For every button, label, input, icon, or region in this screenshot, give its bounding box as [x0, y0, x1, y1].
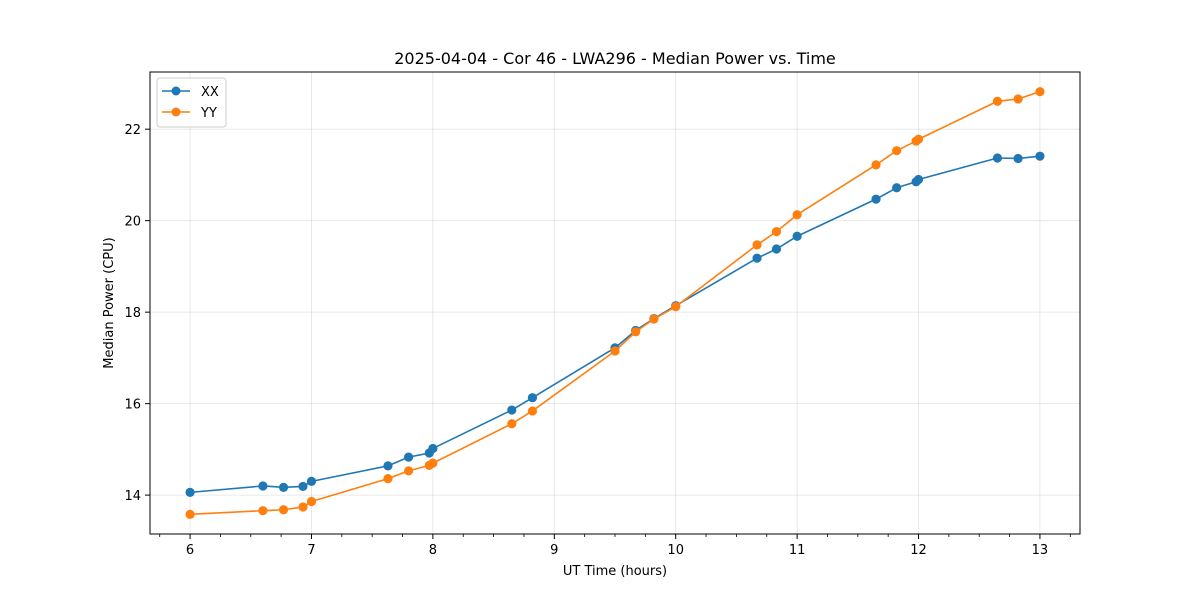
data-point-yy [792, 210, 802, 220]
y-tick-label: 18 [124, 306, 141, 321]
data-point-yy [1035, 87, 1045, 97]
x-axis-label: UT Time (hours) [563, 564, 667, 579]
data-point-yy [383, 474, 393, 484]
x-tick-label: 8 [429, 543, 437, 558]
x-tick-label: 10 [667, 543, 684, 558]
data-point-yy [610, 346, 620, 356]
data-point-yy [871, 160, 881, 170]
axes: 6 7 8 9 10 11 12 13 14 16 18 20 22 [124, 123, 1071, 558]
data-point-yy [507, 419, 517, 429]
legend: XX YY [156, 77, 227, 128]
data-point-xx [507, 405, 517, 415]
y-tick-label: 20 [124, 215, 141, 230]
data-point-yy [428, 458, 438, 468]
chart-title: 2025-04-04 - Cor 46 - LWA296 - Median Po… [394, 49, 836, 68]
y-tick-label: 14 [124, 489, 141, 504]
data-point-xx [258, 481, 268, 491]
data-point-yy [992, 96, 1003, 106]
data-point-yy [752, 240, 762, 250]
data-point-xx [892, 183, 902, 193]
data-point-xx [278, 482, 289, 492]
data-point-yy [278, 505, 289, 515]
data-point-xx [383, 461, 393, 471]
data-point-yy [631, 327, 641, 337]
data-point-yy [1013, 94, 1023, 104]
data-point-yy [185, 509, 195, 519]
x-tick-label: 13 [1032, 543, 1049, 558]
data-point-yy [892, 146, 902, 156]
x-tick-label: 6 [186, 543, 194, 558]
data-point-yy [671, 302, 681, 312]
data-point-yy [913, 134, 924, 144]
x-tick-label: 7 [307, 543, 315, 558]
legend-label-xx: XX [201, 85, 219, 100]
legend-marker-xx [171, 86, 181, 96]
data-point-xx [752, 253, 762, 263]
y-axis-label: Median Power (CPU) [102, 237, 117, 368]
grid-lines [150, 72, 1080, 534]
data-point-xx [185, 487, 195, 497]
x-tick-label: 11 [789, 543, 806, 558]
data-point-yy [527, 406, 538, 416]
data-point-yy [649, 314, 659, 324]
data-point-xx [992, 153, 1003, 163]
y-tick-label: 16 [124, 398, 141, 413]
data-point-xx [1035, 151, 1045, 161]
data-point-xx [298, 481, 308, 492]
series-layer [185, 87, 1045, 519]
data-point-xx [913, 174, 924, 185]
legend-marker-yy [171, 107, 181, 117]
data-point-xx [428, 443, 438, 454]
data-point-xx [871, 194, 881, 204]
x-tick-label: 12 [910, 543, 927, 558]
data-point-xx [771, 244, 782, 254]
series-yy [185, 87, 1045, 519]
data-point-xx [792, 231, 802, 241]
data-point-xx [404, 452, 414, 462]
data-point-yy [258, 506, 268, 516]
legend-label-yy: YY [200, 106, 217, 121]
data-point-yy [306, 496, 317, 507]
data-point-xx [527, 393, 538, 403]
data-point-yy [771, 227, 782, 237]
x-tick-label: 9 [550, 543, 558, 558]
data-point-yy [298, 502, 308, 512]
data-point-xx [306, 476, 317, 486]
y-tick-label: 22 [124, 123, 141, 138]
data-point-xx [1013, 153, 1023, 164]
data-point-yy [404, 466, 414, 476]
